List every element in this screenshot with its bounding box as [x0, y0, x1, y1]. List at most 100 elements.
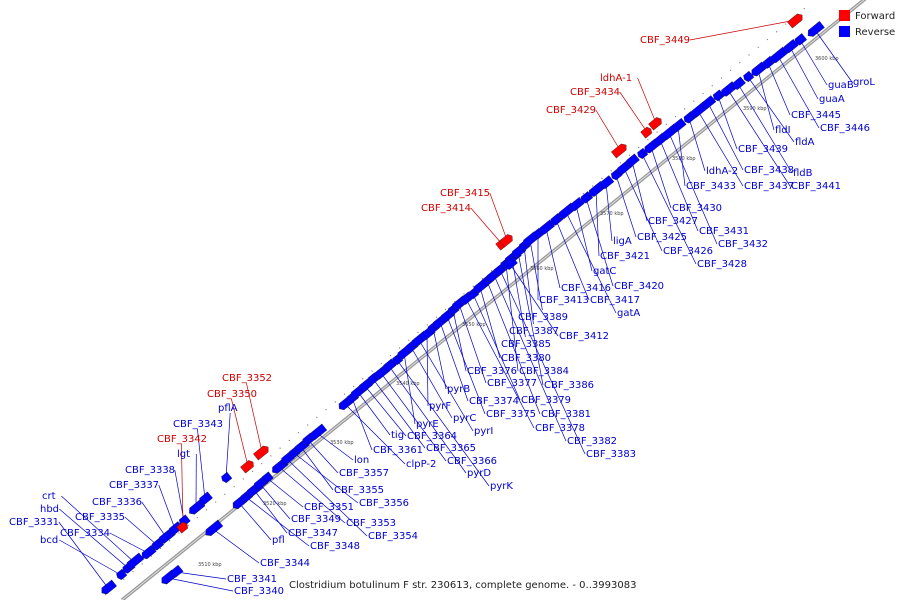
gene-cbf-3427[interactable]: [626, 153, 640, 167]
gene-label-cbf-3336[interactable]: CBF_3336: [92, 497, 142, 508]
gene-label-fldb[interactable]: fldB: [793, 168, 813, 179]
gene-label-cbf-3335[interactable]: CBF_3335: [75, 512, 125, 523]
gene-label-pyrb[interactable]: pyrB: [447, 384, 470, 395]
gene-label-cbf-3331[interactable]: CBF_3331: [9, 517, 59, 528]
gene-label-cbf-3434[interactable]: CBF_3434: [570, 87, 620, 98]
gene-pfla[interactable]: [221, 471, 233, 484]
gene-label-cbf-3365[interactable]: CBF_3365: [426, 443, 476, 454]
gene-label-cbf-3439[interactable]: CBF_3439: [738, 144, 788, 155]
gene-label-pyrc[interactable]: pyrC: [453, 413, 476, 424]
gene-label-pyre[interactable]: pyrE: [416, 419, 439, 430]
gene-label-cbf-3437[interactable]: CBF_3437: [744, 181, 794, 192]
gene-label-cbf-3445[interactable]: CBF_3445: [791, 110, 841, 121]
gene-label-cbf-3337[interactable]: CBF_3337: [109, 480, 159, 491]
gene-label-pfl[interactable]: pfl: [272, 535, 285, 546]
gene-label-cbf-3352[interactable]: CBF_3352: [222, 373, 272, 384]
gene-label-cbf-3385[interactable]: CBF_3385: [501, 339, 551, 350]
gene-label-cbf-3334[interactable]: CBF_3334: [60, 528, 110, 539]
gene-label-cbf-3338[interactable]: CBF_3338: [125, 465, 175, 476]
gene-label-cbf-3432[interactable]: CBF_3432: [718, 239, 768, 250]
gene-label-cbf-3382[interactable]: CBF_3382: [567, 436, 617, 447]
gene-label-cbf-3427[interactable]: CBF_3427: [648, 216, 698, 227]
gene-label-cbf-3417[interactable]: CBF_3417: [590, 295, 640, 306]
gene-cbf-3343[interactable]: [199, 491, 213, 505]
gene-label-cbf-3379[interactable]: CBF_3379: [521, 395, 571, 406]
gene-label-tig[interactable]: tig: [391, 430, 404, 441]
gene-cbf-3428[interactable]: [637, 147, 649, 160]
gene-label-pyrd[interactable]: pyrD: [467, 468, 491, 479]
gene-label-cbf-3383[interactable]: CBF_3383: [586, 449, 636, 460]
gene-label-cbf-3357[interactable]: CBF_3357: [339, 468, 389, 479]
gene-label-pfla[interactable]: pflA: [218, 403, 238, 414]
gene-label-cbf-3380[interactable]: CBF_3380: [501, 353, 551, 364]
gene-label-bcd[interactable]: bcd: [40, 535, 58, 546]
gene-cbf-3415[interactable]: [499, 234, 513, 248]
gene-cbf-3429[interactable]: [611, 143, 627, 159]
gene-label-cbf-3351[interactable]: CBF_3351: [304, 502, 354, 513]
gene-guab[interactable]: [794, 33, 808, 46]
gene-label-cbf-3355[interactable]: CBF_3355: [334, 485, 384, 496]
gene-label-liga[interactable]: ligA: [613, 236, 632, 247]
gene-label-cbf-3429[interactable]: CBF_3429: [546, 105, 596, 116]
gene-label-guaa[interactable]: guaA: [819, 94, 845, 105]
gene-label-cbf-3412[interactable]: CBF_3412: [559, 331, 609, 342]
gene-label-cbf-3374[interactable]: CBF_3374: [469, 396, 519, 407]
gene-label-cbf-3340[interactable]: CBF_3340: [234, 586, 284, 597]
gene-label-cbf-3348[interactable]: CBF_3348: [310, 541, 360, 552]
gene-crt[interactable]: [126, 552, 145, 569]
gene-label-cbf-3386[interactable]: CBF_3386: [544, 380, 594, 391]
gene-lon[interactable]: [309, 423, 328, 440]
gene-label-cbf-3389[interactable]: CBF_3389: [518, 312, 568, 323]
gene-label-cbf-3347[interactable]: CBF_3347: [288, 528, 338, 539]
gene-label-cbf-3356[interactable]: CBF_3356: [359, 498, 409, 509]
gene-bcd[interactable]: [116, 568, 128, 581]
gene-label-cbf-3364[interactable]: CBF_3364: [407, 431, 457, 442]
gene-cbf-3412[interactable]: [504, 256, 518, 270]
gene-label-cbf-3343[interactable]: CBF_3343: [173, 419, 223, 430]
gene-label-cbf-3366[interactable]: CBF_3366: [447, 456, 497, 467]
gene-cbf-3433[interactable]: [671, 117, 687, 133]
gene-cbf-3341[interactable]: [170, 564, 184, 578]
gene-ldha-1[interactable]: [648, 117, 662, 131]
gene-label-cbf-3353[interactable]: CBF_3353: [346, 518, 396, 529]
gene-label-cbf-3426[interactable]: CBF_3426: [663, 246, 713, 257]
gene-cbf-3434[interactable]: [640, 126, 653, 139]
gene-label-gatc[interactable]: gatC: [593, 266, 616, 277]
gene-label-cbf-3420[interactable]: CBF_3420: [614, 281, 664, 292]
gene-flda[interactable]: [743, 70, 755, 83]
gene-cbf-3416[interactable]: [539, 219, 555, 235]
gene-cbf-3351[interactable]: [261, 471, 274, 484]
gene-label-cbf-3433[interactable]: CBF_3433: [686, 181, 736, 192]
gene-label-ldha-1[interactable]: ldhA-1: [600, 73, 632, 84]
gene-label-cbf-3416[interactable]: CBF_3416: [561, 283, 611, 294]
gene-label-guab[interactable]: guaB: [828, 80, 854, 91]
gene-label-pyrk[interactable]: pyrK: [490, 481, 513, 492]
gene-label-cbf-3438[interactable]: CBF_3438: [744, 165, 794, 176]
gene-label-crt[interactable]: crt: [42, 491, 56, 502]
gene-label-cbf-3344[interactable]: CBF_3344: [260, 558, 310, 569]
gene-label-cbf-3425[interactable]: CBF_3425: [637, 232, 687, 243]
gene-label-cbf-3446[interactable]: CBF_3446: [820, 123, 870, 134]
gene-label-cbf-3441[interactable]: CBF_3441: [791, 181, 841, 192]
gene-label-cbf-3387[interactable]: CBF_3387: [509, 326, 559, 337]
gene-label-cbf-3413[interactable]: CBF_3413: [539, 295, 589, 306]
gene-cbf-3438[interactable]: [701, 95, 717, 110]
gene-label-cbf-3428[interactable]: CBF_3428: [697, 259, 747, 270]
gene-label-cbf-3415[interactable]: CBF_3415: [440, 188, 490, 199]
gene-cbf-3352[interactable]: [253, 445, 269, 461]
gene-label-cbf-3361[interactable]: CBF_3361: [373, 445, 423, 456]
gene-label-cbf-3350[interactable]: CBF_3350: [207, 389, 257, 400]
gene-label-pyrf[interactable]: pyrF: [429, 401, 451, 412]
gene-label-cbf-3376[interactable]: CBF_3376: [467, 366, 517, 377]
gene-cbf-3449[interactable]: [787, 13, 803, 29]
gene-label-ldha-2[interactable]: ldhA-2: [706, 166, 738, 177]
gene-label-grol[interactable]: groL: [853, 77, 875, 88]
gene-liga[interactable]: [599, 175, 615, 190]
gene-label-fldi[interactable]: fldI: [775, 125, 791, 136]
gene-label-cbf-3354[interactable]: CBF_3354: [368, 531, 418, 542]
gene-label-cbf-3384[interactable]: CBF_3384: [519, 366, 569, 377]
gene-label-lon[interactable]: lon: [354, 455, 369, 466]
gene-label-cbf-3431[interactable]: CBF_3431: [699, 226, 749, 237]
gene-label-cbf-3421[interactable]: CBF_3421: [600, 251, 650, 262]
gene-label-clpp-2[interactable]: clpP-2: [406, 459, 436, 470]
